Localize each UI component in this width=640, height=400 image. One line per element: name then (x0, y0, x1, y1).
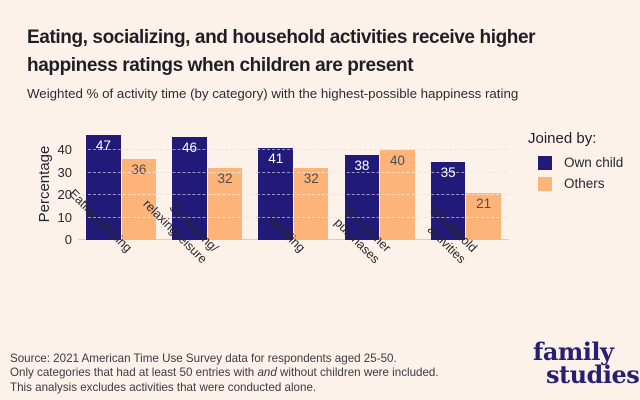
source-line: Source: 2021 American Time Use Survey da… (10, 352, 439, 366)
y-axis-ticks: 0 10 20 30 40 (46, 128, 72, 247)
bar-own-child: 38 (344, 154, 380, 240)
bar-value-label: 36 (131, 162, 147, 178)
chart-subtitle: Weighted % of activity time (by category… (27, 86, 519, 101)
legend-items: Own child Others (528, 155, 623, 191)
chart-title-line-1: Eating, socializing, and household activ… (27, 27, 536, 48)
legend-item: Others (538, 176, 623, 191)
bar-value-label: 40 (389, 153, 405, 169)
chart-title-line-2: happiness ratings when children are pres… (27, 54, 414, 76)
plot-area: 47 36 Eating/drinking 46 32 Socializing/ rela… (67, 128, 509, 266)
bar-group: 46 32 Socializing/ relaxing/leisure (141, 128, 243, 266)
source-text: Only categories that had at least 50 ent… (10, 366, 258, 380)
bar-others: 40 (380, 150, 415, 240)
bar-others: 32 (207, 168, 243, 240)
source-text: Source: 2021 American Time Use Survey da… (10, 352, 397, 365)
y-tick-label: 0 (64, 232, 72, 247)
bar-value-label: 47 (95, 137, 111, 153)
bar-groups: 47 36 Eating/drinking 46 32 Socializing/ rela… (67, 128, 509, 266)
y-tick-label: 20 (57, 187, 72, 203)
y-tick-label: 40 (57, 142, 72, 158)
bar-value-label: 32 (303, 171, 319, 187)
y-tick-label: 10 (57, 209, 72, 225)
bar-group: 41 32 Traveling (258, 128, 329, 255)
legend-swatch (538, 176, 552, 191)
bar-others: 21 (466, 192, 501, 240)
bar-value-label: 21 (476, 195, 492, 211)
source-emphasis: and (257, 366, 277, 380)
bar-value-label: 46 (182, 139, 198, 155)
legend: Joined by: Own child Others (528, 130, 623, 197)
bar-own-child: 47 (86, 134, 121, 240)
x-axis-line (78, 239, 509, 240)
legend-label: Others (564, 176, 605, 191)
bar-others: 36 (121, 159, 157, 240)
source-text: without children were included. (276, 366, 439, 380)
logo-line-1: family (533, 337, 614, 366)
legend-title: Joined by: (528, 130, 597, 147)
source-text: This analysis excludes activities that w… (10, 380, 317, 394)
bar-own-child: 46 (172, 136, 207, 240)
bar-own-child: 41 (258, 148, 293, 240)
bar-group: 35 21 Household activities (425, 128, 501, 266)
source-note: Source: 2021 American Time Use Survey da… (10, 352, 439, 395)
bar-value-label: 35 (440, 164, 456, 180)
bar-group: 47 36 Eating/drinking (67, 128, 157, 255)
bar-value-label: 32 (217, 171, 233, 187)
chart-title: Eating, socializing, and household activ… (27, 24, 633, 79)
logo: family studies (533, 337, 640, 389)
bar-others: 32 (293, 168, 329, 240)
legend-item: Own child (538, 155, 623, 170)
y-tick-label: 30 (57, 164, 72, 180)
bar-own-child: 35 (430, 161, 466, 240)
bar-value-label: 41 (268, 151, 284, 167)
legend-label: Own child (564, 155, 624, 170)
source-line: This analysis excludes activities that w… (10, 381, 439, 395)
bar-group: 38 40 Consumer purchases (332, 128, 415, 266)
logo-line-2: studies (546, 359, 640, 389)
bar-value-label: 38 (354, 157, 370, 173)
legend-swatch (538, 155, 552, 170)
source-line: Only categories that had at least 50 ent… (10, 366, 439, 380)
